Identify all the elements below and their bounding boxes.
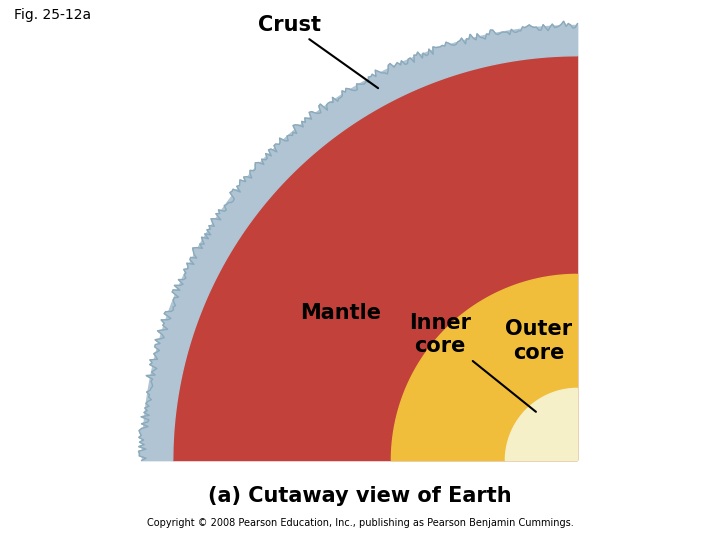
Polygon shape: [505, 388, 577, 461]
Text: Mantle: Mantle: [300, 302, 382, 322]
Text: Fig. 25-12a: Fig. 25-12a: [14, 8, 91, 22]
Polygon shape: [138, 21, 577, 461]
Text: Outer
core: Outer core: [505, 320, 572, 363]
Polygon shape: [173, 56, 577, 461]
Text: Copyright © 2008 Pearson Education, Inc., publishing as Pearson Benjamin Cumming: Copyright © 2008 Pearson Education, Inc.…: [147, 518, 573, 529]
Text: Crust: Crust: [258, 15, 378, 88]
Polygon shape: [392, 274, 577, 461]
Polygon shape: [143, 25, 577, 461]
Text: (a) Cutaway view of Earth: (a) Cutaway view of Earth: [208, 486, 512, 506]
Text: Inner
core: Inner core: [409, 313, 536, 412]
